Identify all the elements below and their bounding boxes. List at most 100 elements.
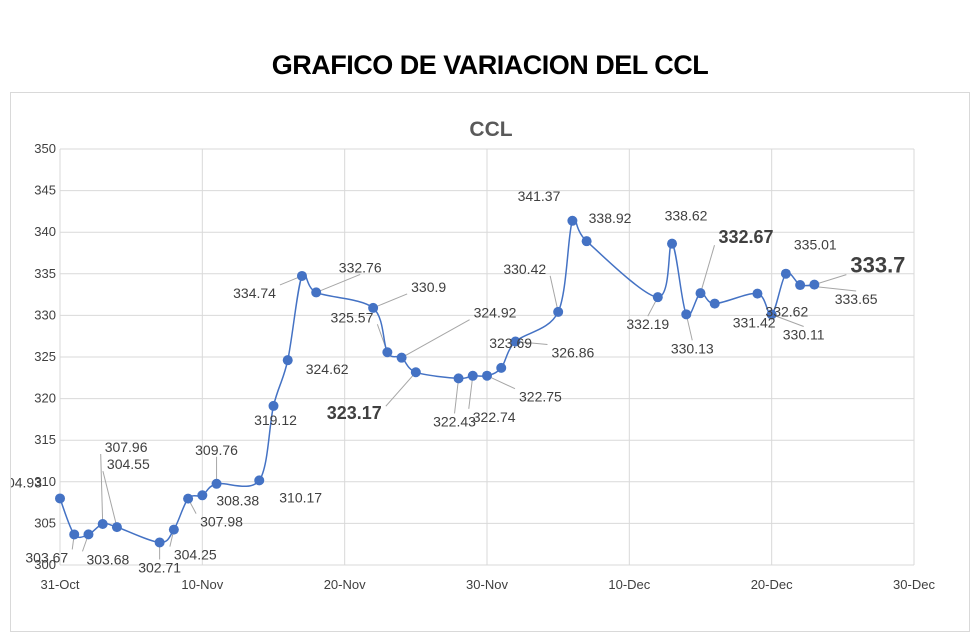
data-point [97,518,108,529]
y-tick-label: 340 [34,224,56,239]
data-point [780,268,791,279]
x-tick-label: 20-Nov [324,577,366,592]
data-label: 307.96 [105,439,148,455]
data-label: 319.12 [254,412,297,428]
data-point [311,287,322,298]
data-markers [55,215,820,548]
label-leader [700,245,715,294]
data-label: 323.17 [327,403,382,423]
x-tick-label: 30-Nov [466,577,508,592]
y-tick-label: 350 [34,141,56,156]
data-label: 322.75 [519,389,562,405]
data-label: 331.42 [733,315,776,331]
data-label: 303.68 [86,551,129,567]
data-point [69,529,80,540]
data-point [154,537,165,548]
data-label: 333.7 [850,253,905,278]
label-leader [372,293,408,309]
y-tick-label: 305 [34,515,56,530]
data-label: 303.67 [25,549,68,565]
data-label: 302.71 [138,559,181,575]
data-label: 323.69 [489,335,532,351]
data-label: 332.62 [765,304,808,320]
y-tick-label: 330 [34,307,56,322]
data-point [282,355,293,366]
label-leader [515,341,548,346]
data-label: 338.92 [589,210,632,226]
data-label: 335.01 [794,237,837,253]
data-point [667,238,678,249]
chart-frame: CCL 300 305 310 315 320 325 330 335 340 345 350 31… [10,92,970,632]
chart-title: CCL [469,118,512,141]
data-label: 330.13 [671,340,714,356]
data-label: 304.93 [11,474,42,490]
data-point [681,309,692,320]
data-point [453,373,464,384]
data-label: 334.74 [233,285,276,301]
data-label: 332.67 [719,227,774,247]
x-tick-label: 20-Dec [751,577,793,592]
label-leader [549,275,559,313]
data-label: 338.62 [665,208,708,224]
data-point [183,493,194,504]
y-tick-label: 320 [34,391,56,406]
data-label: 307.98 [200,514,243,530]
data-label: 330.9 [411,279,446,295]
data-label: 309.76 [195,442,238,458]
data-label: 326.86 [551,345,594,361]
data-point [695,288,706,299]
y-axis-ticks: 300 305 310 315 320 325 330 335 340 345 350 [34,141,56,572]
data-label: 341.37 [518,188,561,204]
data-point [809,279,820,290]
data-label: 324.92 [474,305,517,321]
data-point [709,298,720,309]
data-point [752,288,763,299]
data-label: 333.65 [835,291,878,307]
y-tick-label: 335 [34,266,56,281]
y-tick-label: 310 [34,474,56,489]
label-leader [454,378,460,414]
data-label: 332.19 [626,316,669,332]
data-point [168,524,179,535]
data-point [368,302,379,313]
label-leader [486,375,516,390]
data-point [652,292,663,303]
y-tick-label: 345 [34,183,56,198]
data-point [795,280,806,291]
data-point [581,236,592,247]
grid-lines [59,148,915,566]
label-leader [100,453,104,524]
data-label: 330.42 [503,261,546,277]
ccl-series-line [59,216,815,544]
data-label: 310.17 [279,489,322,505]
x-tick-label: 31-Oct [40,577,79,592]
label-leader [468,375,474,409]
data-point [567,215,578,226]
data-point [296,270,307,281]
data-label: 332.76 [339,259,382,275]
label-leader [385,371,417,407]
data-label: 324.62 [306,361,349,377]
data-point [382,347,393,358]
ccl-line-chart: CCL 300 305 310 315 320 325 330 335 340 345 350 31… [11,118,935,592]
data-point [197,490,208,501]
data-point [83,529,94,540]
x-tick-label: 10-Dec [608,577,650,592]
data-point [496,362,507,373]
data-label: 308.38 [216,492,259,508]
data-point [482,370,492,381]
data-label: 325.57 [331,309,374,325]
y-tick-label: 325 [34,349,56,364]
label-leader [401,319,470,359]
data-point [553,306,564,317]
data-point [410,367,421,378]
y-tick-label: 300 [34,557,56,572]
label-leader [771,314,804,327]
data-point [211,478,222,489]
data-point [510,336,521,347]
data-point [111,522,122,533]
y-tick-label: 315 [34,432,56,447]
data-point [766,309,777,320]
label-leader [102,471,118,528]
